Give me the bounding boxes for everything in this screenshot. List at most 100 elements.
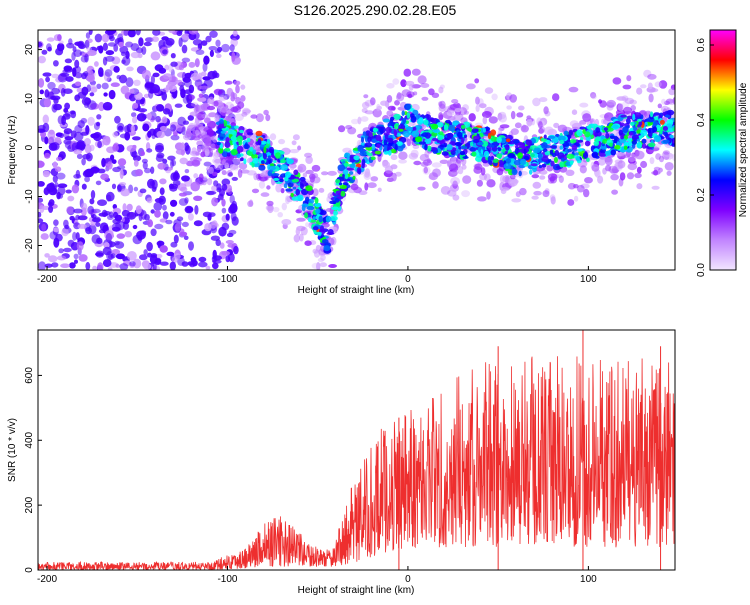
heatmap-cell [291,178,299,183]
heatmap-cell [172,92,177,99]
heatmap-cell [77,215,88,221]
heatmap-cell [146,112,152,120]
heatmap-cell [168,85,177,92]
heatmap-cell [75,144,84,150]
heatmap-cell [393,129,398,137]
heatmap-cell [251,188,260,194]
heatmap-cell [350,183,359,191]
heatmap-cell [229,44,235,52]
snr-y-tick-label: 200 [24,496,35,513]
heatmap-cell [199,85,209,90]
heatmap-cell [342,182,349,186]
heatmap-cell [337,164,346,172]
heatmap-cell [523,155,530,161]
heatmap-cell [542,148,548,153]
heatmap-cell [202,211,212,218]
heatmap-cell [515,191,521,198]
heatmap-cell [653,169,659,176]
heatmap-cell [102,246,112,256]
heatmap-cell [281,219,292,226]
heatmap-cell [80,55,88,63]
heatmap-cell [265,114,271,122]
heatmap-cell [219,136,224,140]
heatmap-cell [226,152,231,157]
heatmap-cell [363,94,369,99]
heatmap-cell [193,195,203,201]
heatmap-cell [85,262,91,270]
heatmap-cell [291,140,297,146]
snr-y-tick-label: 600 [24,367,35,384]
heatmap-cell [468,113,476,122]
heatmap-cell [624,97,635,105]
heatmap-cell [496,136,502,144]
heatmap-cell [666,109,675,116]
heatmap-cell [98,45,104,54]
heatmap-cell [664,114,671,118]
heatmap-cell [240,84,246,90]
heatmap-cell [162,108,171,115]
heatmap-cell [221,170,227,176]
heatmap-cell [547,159,552,163]
heatmap-cell [636,141,642,149]
heatmap-cell [436,122,444,128]
heatmap-cell [126,203,133,212]
heatmap-cell [606,101,616,106]
heatmap-cell [229,204,235,213]
heatmap-cell [340,190,346,197]
heatmap-cell [81,183,87,190]
heatmap-cell [347,127,357,135]
heatmap-cell [146,241,153,252]
heatmap-cell [598,99,603,104]
heatmap-cell [567,182,576,190]
heatmap-cell [496,153,503,159]
heatmap-cell [89,198,95,205]
heatmap-cell [615,152,626,156]
heatmap-cell [112,211,119,219]
heatmap-cell [154,210,161,218]
heatmap-cell [396,132,401,137]
heatmap-cell [338,182,343,186]
heatmap-cell [360,142,366,146]
heatmap-cell [247,200,254,207]
heatmap-cell [559,139,565,145]
heatmap-cell [316,262,321,270]
heatmap-cell [508,177,518,187]
heatmap-cell [135,30,141,36]
heatmap-cell [51,103,58,113]
heatmap-cell [152,261,157,270]
heatmap-cell [176,216,184,222]
heatmap-cell [241,112,248,117]
heatmap-cell [580,183,590,189]
heatmap-cell [51,87,60,95]
heatmap-cell [228,172,233,177]
heatmap-cell [198,256,207,263]
heatmap-cell [573,195,579,202]
heatmap-cell [561,157,565,162]
heatmap-cell [142,123,150,132]
heatmap-cell [424,144,428,151]
heatmap-cell [219,188,225,197]
heatmap-cell [297,145,302,151]
heatmap-cell [137,53,143,59]
heatmap-cell [671,143,675,147]
heatmap-cell [574,152,579,156]
heatmap-cell [132,144,137,149]
snr-x-tick-label: -100 [217,574,237,585]
heatmap-cell [471,151,477,157]
heatmap-cell [111,183,117,190]
heatmap-cell [156,104,164,112]
heatmap-cell [440,186,451,195]
heatmap-cell [641,143,647,149]
spectrogram-frame [37,29,676,271]
heatmap-cell [576,129,583,137]
heatmap-cell [398,124,406,130]
heatmap-cell [246,137,251,143]
heatmap-cell [554,150,560,156]
heatmap-cell [229,194,235,204]
heatmap-cell [285,171,291,178]
heatmap-cell [631,140,638,145]
heatmap-cell [258,164,266,171]
heatmap-cell [101,82,109,90]
heatmap-cell [124,125,130,134]
spectrogram-y-tick-label: -10 [24,189,35,204]
